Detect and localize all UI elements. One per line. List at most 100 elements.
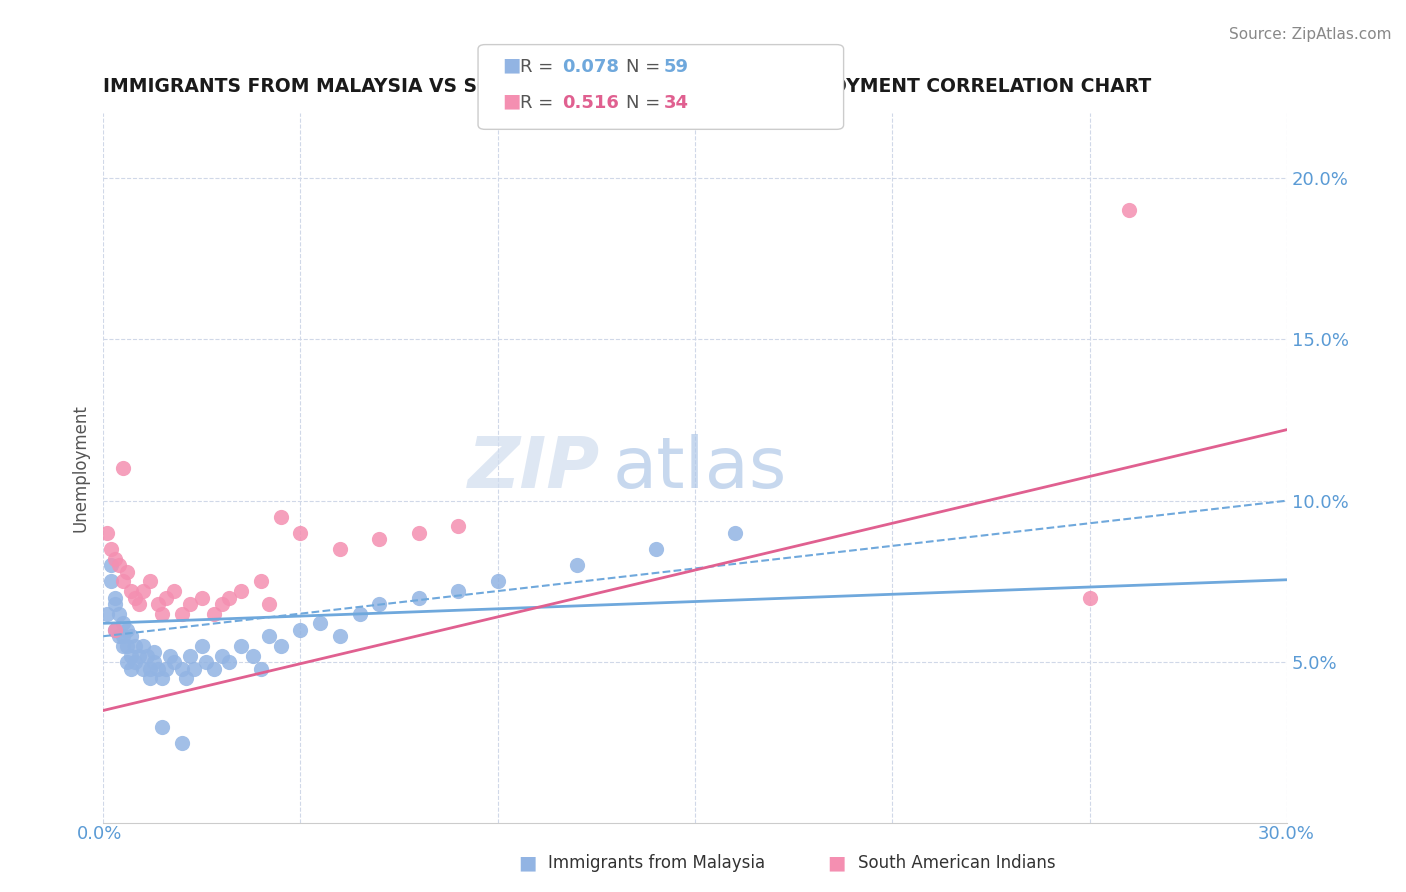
Point — [100, 574, 122, 589]
Point — [179, 648, 201, 663]
Point — [250, 661, 273, 675]
Point — [115, 623, 138, 637]
Text: 59: 59 — [664, 58, 689, 76]
Point — [139, 661, 162, 675]
Point — [309, 616, 332, 631]
Point — [329, 629, 352, 643]
Point — [104, 591, 127, 605]
Text: Immigrants from Malaysia: Immigrants from Malaysia — [548, 854, 765, 871]
Point — [191, 639, 214, 653]
Point — [170, 607, 193, 621]
Text: ■: ■ — [502, 91, 520, 111]
Point — [408, 525, 430, 540]
Point — [565, 558, 588, 573]
Point — [290, 525, 312, 540]
Point — [170, 661, 193, 675]
Point — [257, 629, 280, 643]
Point — [329, 542, 352, 557]
Point — [96, 525, 118, 540]
Point — [486, 574, 509, 589]
Point — [120, 584, 142, 599]
Point — [368, 533, 391, 547]
Point — [104, 597, 127, 611]
Text: Source: ZipAtlas.com: Source: ZipAtlas.com — [1229, 27, 1392, 42]
Point — [150, 671, 173, 685]
Point — [108, 607, 131, 621]
Point — [120, 629, 142, 643]
Point — [242, 648, 264, 663]
Point — [100, 558, 122, 573]
Point — [139, 671, 162, 685]
Point — [148, 661, 170, 675]
Point — [218, 655, 240, 669]
Point — [250, 574, 273, 589]
Point — [194, 655, 217, 669]
Point — [128, 597, 150, 611]
Point — [104, 551, 127, 566]
Point — [131, 661, 153, 675]
Text: N =: N = — [626, 94, 665, 112]
Point — [155, 661, 177, 675]
Point — [143, 645, 166, 659]
Text: ZIP: ZIP — [468, 434, 600, 503]
Text: atlas: atlas — [612, 434, 786, 503]
Point — [211, 597, 233, 611]
Point — [111, 461, 134, 475]
Text: ■: ■ — [502, 55, 520, 75]
Text: 0.516: 0.516 — [562, 94, 619, 112]
Text: South American Indians: South American Indians — [858, 854, 1056, 871]
Point — [447, 584, 470, 599]
Point — [115, 655, 138, 669]
Point — [202, 607, 225, 621]
Text: ■: ■ — [827, 853, 846, 872]
Point — [135, 648, 157, 663]
Point — [349, 607, 371, 621]
Text: R =: R = — [520, 94, 560, 112]
Point — [218, 591, 240, 605]
Point — [231, 639, 253, 653]
Point — [120, 648, 142, 663]
Point — [368, 597, 391, 611]
Text: 0.0%: 0.0% — [77, 825, 122, 843]
Point — [111, 574, 134, 589]
Point — [148, 597, 170, 611]
Point — [1118, 203, 1140, 218]
Text: R =: R = — [520, 58, 560, 76]
Point — [174, 671, 197, 685]
Point — [159, 648, 181, 663]
Point — [644, 542, 666, 557]
Text: N =: N = — [626, 58, 665, 76]
Point — [108, 558, 131, 573]
Point — [124, 655, 146, 669]
Point — [170, 736, 193, 750]
Point — [111, 629, 134, 643]
Point — [183, 661, 205, 675]
Point — [108, 629, 131, 643]
Point — [139, 574, 162, 589]
Point — [128, 648, 150, 663]
Point — [270, 639, 292, 653]
Text: 30.0%: 30.0% — [1258, 825, 1315, 843]
Point — [270, 509, 292, 524]
Point — [131, 584, 153, 599]
Point — [150, 607, 173, 621]
Point — [124, 591, 146, 605]
Point — [179, 597, 201, 611]
Point — [131, 639, 153, 653]
Text: 34: 34 — [664, 94, 689, 112]
Point — [257, 597, 280, 611]
Point — [115, 639, 138, 653]
Text: 0.078: 0.078 — [562, 58, 620, 76]
Point — [150, 720, 173, 734]
Point — [163, 584, 186, 599]
Point — [111, 616, 134, 631]
Point — [723, 525, 745, 540]
Point — [231, 584, 253, 599]
Point — [115, 565, 138, 579]
Point — [191, 591, 214, 605]
Point — [408, 591, 430, 605]
Point — [202, 661, 225, 675]
Y-axis label: Unemployment: Unemployment — [72, 404, 89, 533]
Point — [120, 661, 142, 675]
Point — [143, 655, 166, 669]
